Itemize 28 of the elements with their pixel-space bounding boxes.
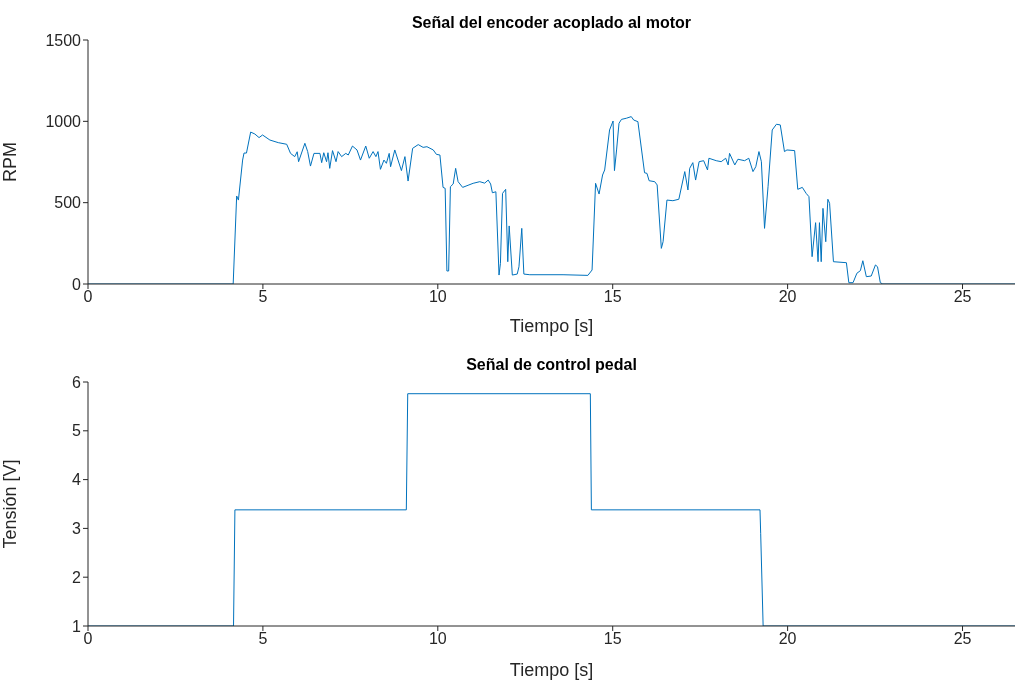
y-tick-label: 3	[72, 520, 82, 538]
chart-title: Señal del encoder acoplado al motor	[410, 14, 693, 32]
x-tick-label: 25	[953, 630, 972, 648]
chart-title: Señal de control pedal	[465, 356, 638, 374]
y-tick-label: 4	[72, 471, 82, 489]
x-axis-title: Tiempo [s]	[509, 660, 594, 680]
x-tick-label: 15	[603, 630, 622, 648]
y-axis-title: Tensión [V]	[0, 459, 21, 549]
x-tick-label: 20	[778, 630, 797, 648]
y-tick-label: 1500	[45, 31, 82, 49]
y-axis-title: RPM	[0, 142, 21, 182]
x-tick-label: 5	[258, 288, 268, 306]
x-tick-label: 0	[83, 288, 93, 306]
y-tick-label: 0	[72, 275, 82, 293]
x-tick-label: 10	[428, 630, 447, 648]
x-axis-title: Tiempo [s]	[509, 316, 594, 336]
x-tick-label: 10	[428, 288, 447, 306]
x-tick-label: 5	[258, 630, 268, 648]
y-tick-label: 5	[72, 422, 82, 440]
y-tick-label: 6	[72, 373, 82, 391]
x-tick-label: 0	[83, 630, 93, 648]
y-tick-label: 2	[72, 568, 82, 586]
y-tick-label: 1000	[45, 113, 82, 131]
x-tick-label: 20	[778, 288, 797, 306]
x-tick-label: 15	[603, 288, 622, 306]
y-tick-label: 1	[72, 617, 82, 635]
x-tick-label: 25	[953, 288, 972, 306]
y-tick-label: 500	[54, 194, 82, 212]
